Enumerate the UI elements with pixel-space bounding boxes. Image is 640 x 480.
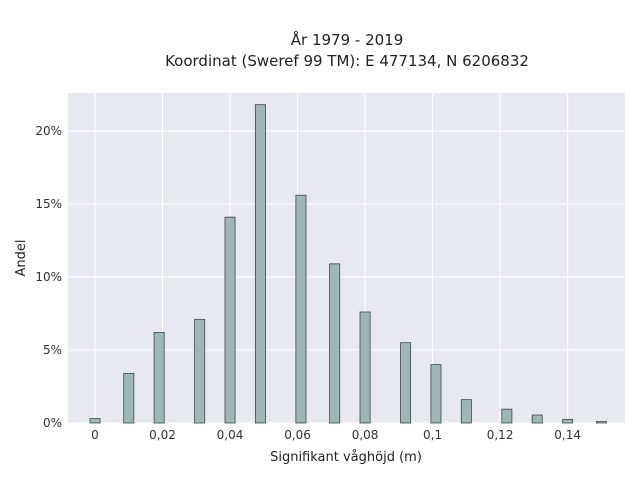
y-tick-label: 15% [35, 197, 62, 211]
histogram-bar [595, 421, 607, 424]
histogram-bar [153, 332, 165, 424]
histogram-bar [329, 263, 341, 424]
histogram-bar [123, 372, 135, 424]
y-axis-ticks: 0% 5% 10% 15% 20% [35, 124, 62, 430]
x-axis-label: Signifikant våghöjd (m) [270, 450, 422, 465]
histogram-bar [430, 364, 442, 424]
x-tick-label: 0,02 [149, 428, 176, 442]
histogram-bar [359, 311, 371, 424]
histogram-bar [89, 418, 101, 424]
x-tick-label: 0,08 [352, 428, 379, 442]
chart-title-line-1: År 1979 - 2019 [291, 30, 404, 49]
x-tick-label: 0,06 [284, 428, 311, 442]
x-tick-label: 0,12 [487, 428, 514, 442]
x-tick-label: 0,04 [217, 428, 244, 442]
histogram-bar [295, 194, 307, 424]
x-tick-label: 0 [91, 428, 99, 442]
histogram-bar [460, 399, 472, 424]
histogram-bar [531, 414, 543, 424]
histogram-bar [562, 418, 574, 424]
x-tick-label: 0,1 [423, 428, 442, 442]
y-axis-label: Andel [14, 240, 29, 277]
y-tick-label: 0% [43, 416, 62, 430]
plot-area [68, 93, 625, 423]
y-tick-label: 20% [35, 124, 62, 138]
x-axis-ticks: 0 0,02 0,04 0,06 0,08 0,1 0,12 0,14 [91, 428, 581, 442]
histogram-bar [254, 104, 266, 424]
y-tick-label: 10% [35, 270, 62, 284]
x-tick-label: 0,14 [554, 428, 581, 442]
grid-lines [68, 93, 625, 424]
bars [89, 104, 607, 424]
histogram-bar [224, 216, 236, 424]
chart-title-line-2: Koordinat (Sweref 99 TM): E 477134, N 62… [165, 52, 529, 70]
histogram-bar [194, 318, 206, 424]
histogram-bar [400, 342, 412, 424]
y-tick-label: 5% [43, 343, 62, 357]
histogram-bar [501, 408, 513, 424]
